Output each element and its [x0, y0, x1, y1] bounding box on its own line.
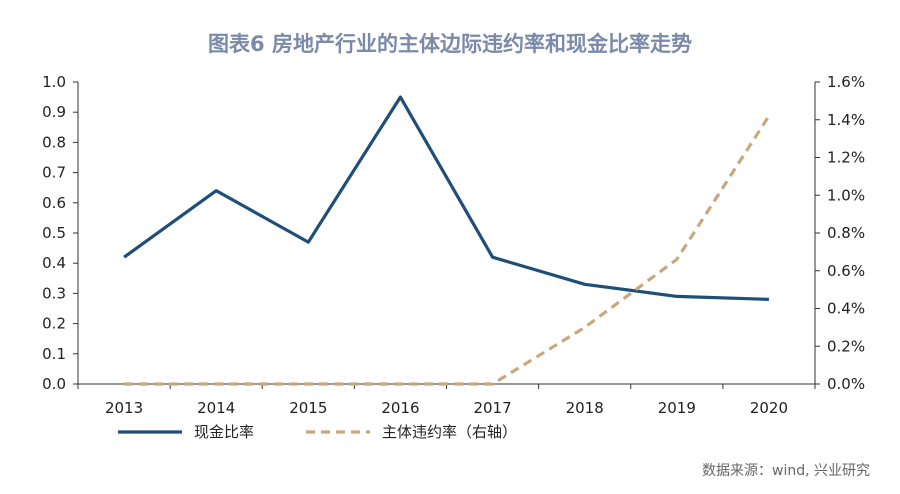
right-tick-label: 1.4% — [827, 111, 865, 129]
right-tick-label: 0.6% — [827, 262, 865, 280]
left-tick-label: 0.6 — [42, 194, 66, 212]
left-tick-label: 0.3 — [42, 284, 66, 302]
left-tick-label: 0.8 — [42, 133, 66, 151]
x-tick-label: 2017 — [473, 399, 511, 417]
source-note: 数据来源：wind, 兴业研究 — [702, 463, 870, 479]
left-tick-label: 0.2 — [42, 315, 66, 333]
series-line-0 — [123, 95, 769, 301]
right-tick-label: 1.6% — [827, 73, 865, 91]
chart-legend: 现金比率 主体违约率（右轴） — [118, 423, 517, 441]
right-tick-label: 0.8% — [827, 224, 865, 242]
legend-label-1: 主体违约率（右轴） — [382, 423, 517, 441]
x-axis-ticks: 2013 2014 2015 2016 2017 2018 2019 2020 — [77, 384, 816, 417]
left-tick-label: 0.5 — [42, 224, 66, 242]
right-axis-ticks: 0.0% 0.2% 0.4% 0.6% 0.8% 1.0% 1.2% 1.4% 1.6% — [815, 73, 865, 393]
right-tick-label: 1.2% — [827, 149, 865, 167]
left-tick-label: 0.7 — [42, 164, 66, 182]
x-tick-label: 2016 — [381, 399, 419, 417]
chart-series — [123, 95, 771, 386]
left-tick-label: 0.1 — [42, 345, 66, 363]
left-tick-label: 1.0 — [42, 73, 66, 91]
left-tick-label: 0.0 — [42, 375, 66, 393]
left-axis-ticks: 0.0 0.1 0.2 0.3 0.4 0.5 0.6 0.7 0.8 0.9 1.0 — [42, 73, 78, 393]
x-tick-label: 2018 — [566, 399, 604, 417]
series-line-1 — [124, 115, 771, 386]
x-tick-label: 2020 — [750, 399, 788, 417]
right-tick-label: 0.0% — [827, 375, 865, 393]
chart-axes — [77, 82, 816, 385]
legend-label-0: 现金比率 — [194, 423, 254, 441]
left-tick-label: 0.9 — [42, 103, 66, 121]
right-tick-label: 0.4% — [827, 300, 865, 318]
x-tick-label: 2014 — [197, 399, 235, 417]
x-tick-label: 2019 — [658, 399, 696, 417]
right-tick-label: 0.2% — [827, 337, 865, 355]
chart-title: 图表6 房地产行业的主体边际违约率和现金比率走势 — [208, 32, 692, 56]
left-tick-label: 0.4 — [42, 254, 66, 272]
right-tick-label: 1.0% — [827, 186, 865, 204]
x-tick-label: 2015 — [289, 399, 327, 417]
x-tick-label: 2013 — [105, 399, 143, 417]
